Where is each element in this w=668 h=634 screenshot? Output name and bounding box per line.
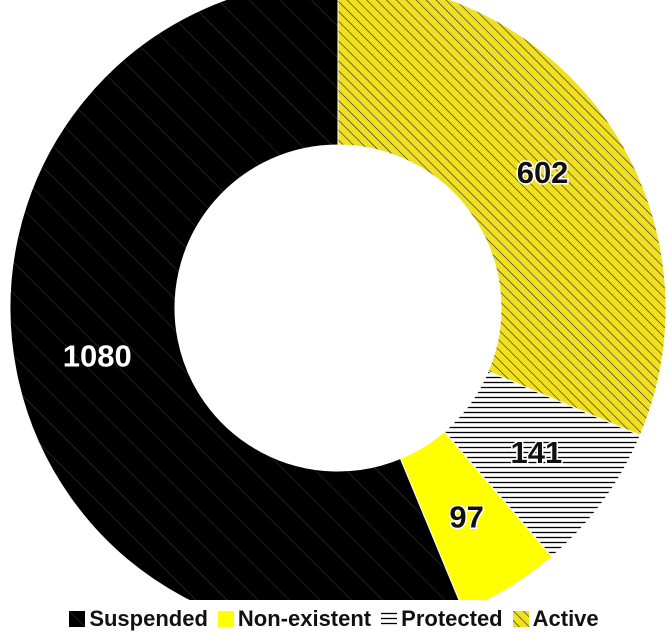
data-label-non-existent: 97: [449, 500, 483, 535]
data-label-active: 602: [517, 155, 569, 190]
legend-label: Protected: [401, 605, 503, 631]
legend-swatch-suspended: [69, 610, 86, 627]
legend-swatch-protected: [381, 610, 398, 627]
data-label-protected: 141: [511, 435, 563, 470]
slice-suspended: [9, 0, 460, 600]
data-label-suspended: 1080: [63, 338, 132, 373]
slice-active: [337, 0, 667, 437]
legend-item-non-existent: Non-existent: [217, 605, 372, 632]
slice-non-existent: [399, 430, 553, 600]
legend-label: Non-existent: [237, 605, 372, 631]
legend-item-suspended: Suspended: [69, 606, 208, 632]
legend-item-protected: Protected: [381, 605, 503, 632]
legend-swatch-active: [512, 610, 529, 627]
legend-item-active: Active: [512, 605, 599, 632]
legend-label: Active: [532, 605, 599, 631]
chart-plot-area: 602 141 97 1080: [9, 0, 667, 600]
legend-label: Suspended: [89, 605, 208, 631]
legend-swatch-non-existent: [217, 610, 234, 627]
chart-legend: Suspended Non-existent Protected Active: [0, 603, 668, 634]
